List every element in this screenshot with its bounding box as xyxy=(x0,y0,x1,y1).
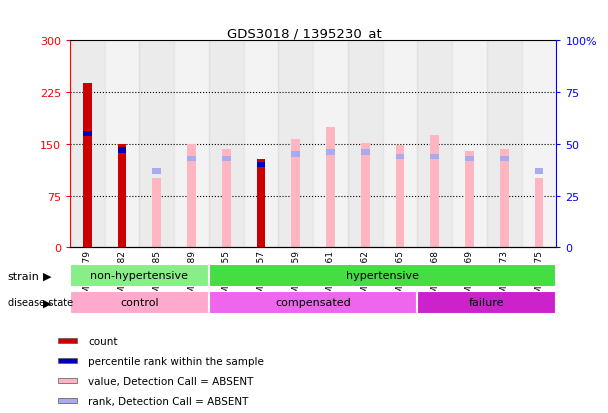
Text: strain: strain xyxy=(8,271,40,281)
Bar xyxy=(58,398,77,403)
Text: count: count xyxy=(88,336,118,346)
Bar xyxy=(313,41,348,248)
Bar xyxy=(70,41,105,248)
Bar xyxy=(222,156,230,162)
Bar xyxy=(487,41,522,248)
Bar xyxy=(396,146,404,248)
Bar xyxy=(244,41,278,248)
Bar xyxy=(534,169,544,174)
Bar xyxy=(430,154,439,160)
Bar xyxy=(187,156,196,162)
Bar xyxy=(209,264,556,287)
Text: ▶: ▶ xyxy=(43,271,52,281)
Bar xyxy=(361,150,370,156)
Bar xyxy=(187,145,196,248)
Bar xyxy=(153,169,161,174)
Bar xyxy=(139,41,174,248)
Bar xyxy=(361,143,370,248)
Bar xyxy=(209,291,417,314)
Bar xyxy=(326,127,335,248)
Bar xyxy=(58,358,77,363)
Bar xyxy=(465,156,474,162)
Bar xyxy=(500,156,508,162)
Bar xyxy=(522,41,556,248)
Bar xyxy=(83,131,92,137)
Text: disease state: disease state xyxy=(8,298,73,308)
Bar xyxy=(326,150,335,156)
Bar xyxy=(257,162,265,168)
Bar xyxy=(452,41,487,248)
Text: GDS3018 / 1395230_at: GDS3018 / 1395230_at xyxy=(227,27,381,40)
Bar xyxy=(153,179,161,248)
Text: hypertensive: hypertensive xyxy=(346,271,419,281)
Bar xyxy=(118,148,126,154)
Text: non-hypertensive: non-hypertensive xyxy=(91,271,188,281)
Text: value, Detection Call = ABSENT: value, Detection Call = ABSENT xyxy=(88,376,254,386)
Bar xyxy=(500,150,508,248)
Text: ▶: ▶ xyxy=(43,298,52,308)
Text: percentile rank within the sample: percentile rank within the sample xyxy=(88,356,264,366)
Bar xyxy=(105,41,139,248)
Bar xyxy=(348,41,382,248)
Bar xyxy=(83,84,92,248)
Text: failure: failure xyxy=(469,297,505,308)
Bar xyxy=(58,378,77,383)
Bar xyxy=(291,152,300,158)
Bar xyxy=(70,291,209,314)
Bar xyxy=(291,140,300,248)
Bar xyxy=(534,179,544,248)
Bar xyxy=(396,154,404,160)
Bar xyxy=(209,41,244,248)
Text: compensated: compensated xyxy=(275,297,351,308)
Bar xyxy=(118,145,126,248)
Bar xyxy=(257,160,265,248)
Text: rank, Detection Call = ABSENT: rank, Detection Call = ABSENT xyxy=(88,396,249,406)
Bar xyxy=(465,152,474,248)
Bar xyxy=(58,339,77,344)
Bar xyxy=(382,41,417,248)
Text: control: control xyxy=(120,297,159,308)
Bar xyxy=(174,41,209,248)
Bar xyxy=(417,291,556,314)
Bar xyxy=(70,264,209,287)
Bar xyxy=(430,135,439,248)
Bar xyxy=(417,41,452,248)
Bar xyxy=(278,41,313,248)
Bar xyxy=(222,150,230,248)
